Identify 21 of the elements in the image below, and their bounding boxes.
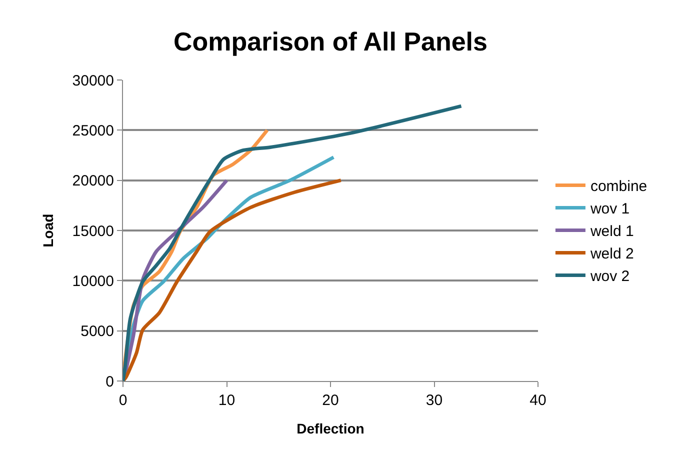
- x-tick-label: 30: [426, 392, 443, 409]
- legend-label: wov 2: [589, 268, 630, 286]
- y-tick-label: 30000: [72, 72, 114, 90]
- legend-label: wov 1: [589, 200, 630, 218]
- x-axis-title: Deflection: [296, 420, 364, 436]
- y-tick-label: 25000: [72, 122, 114, 140]
- x-tick-label: 10: [218, 392, 236, 409]
- y-tick-label: 10000: [72, 272, 114, 290]
- y-tick-label: 20000: [72, 172, 114, 190]
- chart-title: Comparison of All Panels: [174, 26, 488, 56]
- line-series: [123, 104, 463, 381]
- y-tick-label: 0: [106, 373, 114, 390]
- x-tick-label: 0: [118, 392, 128, 409]
- legend-label: weld 2: [589, 246, 634, 263]
- x-tick-label: 40: [530, 392, 546, 409]
- x-tick-label: 20: [322, 392, 339, 409]
- y-tick-label: 15000: [72, 222, 114, 240]
- legend-label: combine: [590, 178, 648, 196]
- y-tick-label: 5000: [80, 323, 114, 340]
- legend-label: weld 1: [589, 223, 634, 240]
- y-axis-title: Load: [40, 214, 56, 248]
